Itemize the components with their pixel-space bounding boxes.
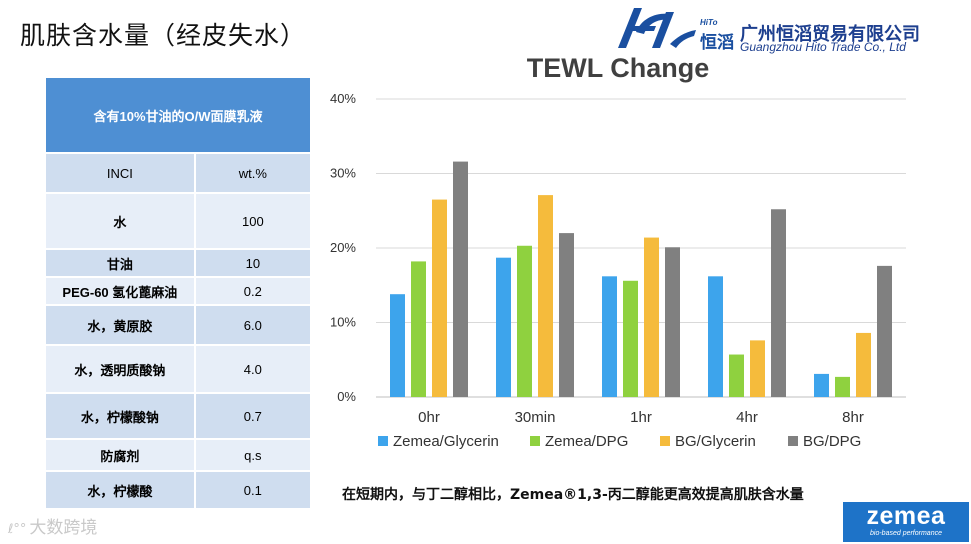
- y-tick-label: 0%: [337, 389, 356, 404]
- table-row: 水，柠檬酸钠 0.7: [46, 394, 310, 440]
- ingredient-name: PEG-60 氢化蓖麻油: [46, 278, 196, 306]
- bar-bg-dpg-0hr: [453, 161, 468, 397]
- bar-bg-glycerin-30min: [538, 195, 553, 397]
- bar-zemea-dpg-4hr: [729, 354, 744, 397]
- brand-name: zemea: [866, 502, 946, 530]
- bar-zemea-glycerin-1hr: [602, 276, 617, 397]
- table-row: PEG-60 氢化蓖麻油 0.2: [46, 278, 310, 306]
- legend-swatch: [788, 436, 798, 446]
- bar-zemea-dpg-8hr: [835, 376, 850, 397]
- legend-label: Zemea/Glycerin: [393, 433, 499, 450]
- x-category-label: 0hr: [418, 409, 440, 426]
- ingredient-name: 水，黄原胶: [46, 306, 196, 346]
- company-name-en: Guangzhou Hito Trade Co., Ltd: [740, 40, 906, 54]
- watermark-logo-icon: ℓ°°: [8, 522, 27, 537]
- bar-zemea-glycerin-0hr: [390, 294, 405, 397]
- ingredient-name: 水，柠檬酸: [46, 472, 196, 510]
- legend-swatch: [530, 436, 540, 446]
- ingredient-name: 水，透明质酸钠: [46, 346, 196, 394]
- hito-logo-icon: [618, 8, 696, 48]
- legend-swatch: [378, 436, 388, 446]
- bar-bg-glycerin-8hr: [856, 332, 871, 397]
- legend-swatch: [660, 436, 670, 446]
- bar-bg-glycerin-0hr: [432, 199, 447, 397]
- y-tick-label: 20%: [330, 240, 356, 255]
- logo-mark-cn: 恒滔: [700, 33, 734, 53]
- bar-bg-glycerin-4hr: [750, 340, 765, 397]
- company-logo: HiTo 恒滔 广州恒滔贸易有限公司 Guangzhou Hito Trade …: [612, 4, 962, 56]
- y-tick-label: 40%: [330, 91, 356, 106]
- watermark: ℓ°° 大数跨境: [8, 513, 97, 538]
- ingredient-name: 防腐剂: [46, 440, 196, 472]
- chart-title: TEWL Change: [527, 53, 710, 83]
- bar-bg-dpg-8hr: [877, 265, 892, 397]
- table-header-row: 含有10%甘油的O/W面膜乳液: [46, 78, 310, 154]
- ingredient-value: 0.2: [195, 278, 310, 306]
- brand-tagline: bio-based performance: [870, 530, 942, 537]
- x-category-label: 8hr: [842, 409, 864, 426]
- table-row: 防腐剂 q.s: [46, 440, 310, 472]
- slide-caption: 在短期内，与丁二醇相比，Zemea®1,3-丙二醇能更高效提高肌肤含水量: [342, 487, 804, 503]
- slide-title: 肌肤含水量（经皮失水）: [20, 21, 307, 50]
- ingredient-value: 10: [195, 250, 310, 278]
- bar-zemea-dpg-30min: [517, 245, 532, 397]
- formula-table: 含有10%甘油的O/W面膜乳液 INCI wt.% 水 100 甘油 10 PE…: [46, 78, 310, 510]
- bar-zemea-dpg-0hr: [411, 261, 426, 397]
- bar-zemea-glycerin-30min: [496, 257, 511, 397]
- y-tick-label: 30%: [330, 166, 356, 181]
- ingredient-value: 4.0: [195, 346, 310, 394]
- bar-bg-dpg-1hr: [665, 247, 680, 397]
- bar-zemea-glycerin-4hr: [708, 276, 723, 397]
- x-category-label: 30min: [515, 409, 556, 426]
- table-column-header-row: INCI wt.%: [46, 154, 310, 194]
- table-row: 水，柠檬酸 0.1: [46, 472, 310, 510]
- tewl-bar-chart: TEWL Change 0% 10% 20% 30% 40% 0hr 30min 1hr 4hr…: [330, 53, 906, 450]
- bar-zemea-dpg-1hr: [623, 280, 638, 397]
- y-tick-label: 10%: [330, 315, 356, 330]
- ingredient-value: q.s: [195, 440, 310, 472]
- table-row: 水，黄原胶 6.0: [46, 306, 310, 346]
- bar-bg-glycerin-1hr: [644, 237, 659, 397]
- ingredient-name: 甘油: [46, 250, 196, 278]
- x-category-label: 4hr: [736, 409, 758, 426]
- ingredient-name: 水: [46, 194, 196, 250]
- zemea-brand-badge: zemea bio-based performance: [843, 502, 969, 542]
- column-header-inci: INCI: [46, 154, 196, 194]
- ingredient-value: 0.7: [195, 394, 310, 440]
- bar-bg-dpg-4hr: [771, 209, 786, 397]
- table-row: 水，透明质酸钠 4.0: [46, 346, 310, 394]
- column-header-wt: wt.%: [195, 154, 310, 194]
- legend-label: Zemea/DPG: [545, 433, 628, 450]
- logo-hito-text: HiTo: [700, 18, 718, 27]
- bar-bg-dpg-30min: [559, 233, 574, 397]
- table-header: 含有10%甘油的O/W面膜乳液: [46, 78, 310, 154]
- x-category-label: 1hr: [630, 409, 652, 426]
- company-name-cn: 广州恒滔贸易有限公司: [740, 24, 920, 45]
- table-row: 甘油 10: [46, 250, 310, 278]
- legend-label: BG/DPG: [803, 433, 861, 450]
- legend-label: BG/Glycerin: [675, 433, 756, 450]
- ingredient-value: 100: [195, 194, 310, 250]
- ingredient-name: 水，柠檬酸钠: [46, 394, 196, 440]
- watermark-text: 大数跨境: [29, 518, 98, 538]
- table-row: 水 100: [46, 194, 310, 250]
- bar-zemea-glycerin-8hr: [814, 373, 829, 397]
- ingredient-value: 6.0: [195, 306, 310, 346]
- ingredient-value: 0.1: [195, 472, 310, 510]
